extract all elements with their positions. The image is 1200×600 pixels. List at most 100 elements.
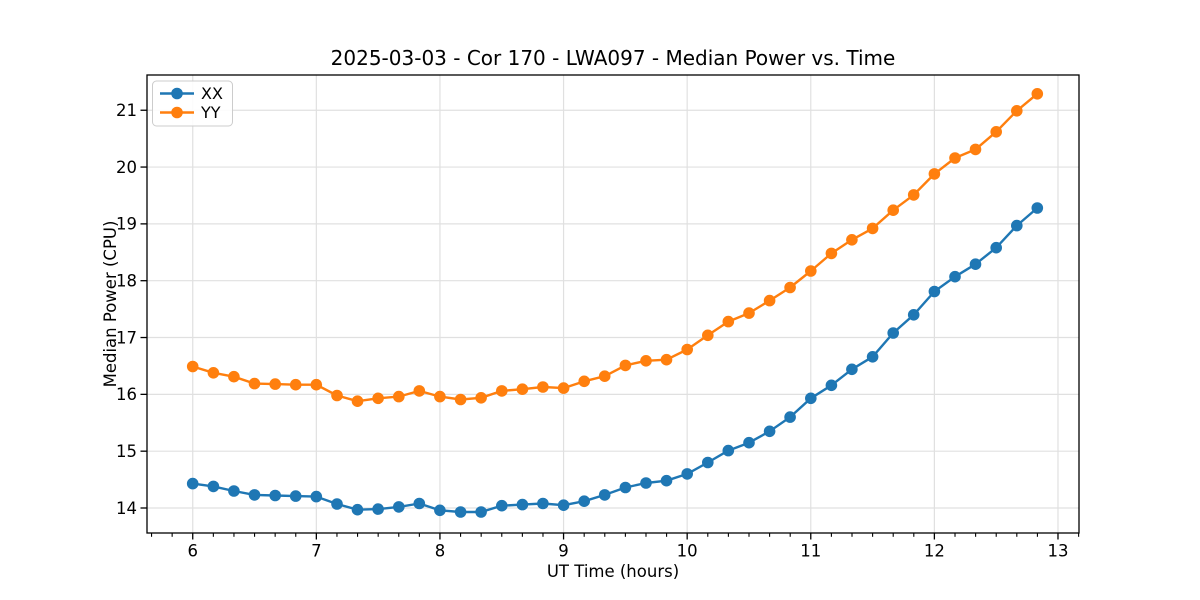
series-yy-marker <box>393 390 405 403</box>
series-xx-marker <box>722 444 735 457</box>
series-xx-marker <box>475 506 487 518</box>
series-yy-marker <box>784 281 796 294</box>
x-tick-label: 10 <box>677 542 698 561</box>
series-yy-marker <box>207 367 220 379</box>
series-yy-marker <box>186 360 199 373</box>
series-yy-marker <box>722 315 735 328</box>
series-yy-marker <box>825 247 838 260</box>
y-tick-label: 14 <box>116 499 137 518</box>
series-yy-marker <box>372 392 384 405</box>
x-tick-label: 11 <box>800 542 821 561</box>
series-xx-marker <box>310 490 323 503</box>
series-yy-marker <box>475 392 487 404</box>
series-xx-marker <box>186 477 199 490</box>
series-yy-marker <box>866 222 879 235</box>
series-yy-marker <box>434 390 446 403</box>
series-xx-marker <box>969 258 982 271</box>
series-yy-marker <box>887 204 899 216</box>
y-tick-label: 15 <box>116 442 137 461</box>
y-tick-label: 17 <box>116 328 137 347</box>
series-xx-marker <box>990 241 1002 254</box>
series-xx-marker <box>537 497 549 510</box>
plot-border <box>146 74 1080 534</box>
y-axis-label: Median Power (CPU) <box>101 221 120 388</box>
series-yy-marker <box>660 353 673 366</box>
series-xx-marker <box>372 503 384 515</box>
series-xx-marker <box>805 392 817 405</box>
series-yy-marker <box>413 385 426 397</box>
series-xx <box>186 202 1044 518</box>
series-xx-marker <box>949 270 961 283</box>
series-yy-marker <box>805 265 817 277</box>
series-yy-marker <box>351 395 364 408</box>
series-xx-marker <box>1011 219 1023 232</box>
series-yy-marker <box>269 378 282 390</box>
series-yy-marker <box>537 381 549 393</box>
legend-marker-icon <box>171 87 183 100</box>
series-xx-marker <box>702 456 714 469</box>
series-yy-marker <box>990 126 1002 138</box>
series-yy-marker <box>331 389 343 402</box>
series-xx-marker <box>269 489 282 502</box>
series-xx-marker <box>907 309 920 321</box>
series-yy-marker <box>743 307 755 319</box>
series-xx-marker <box>887 327 899 339</box>
series-yy-marker <box>598 370 611 383</box>
series-yy-marker <box>248 377 261 390</box>
series-xx-marker <box>248 489 261 501</box>
series-yy-marker <box>949 152 961 164</box>
series-xx-marker <box>846 363 858 376</box>
data-series <box>186 88 1044 518</box>
series-yy-marker <box>619 359 632 372</box>
series-yy-marker <box>289 378 302 391</box>
series-yy-marker <box>1031 88 1044 100</box>
series-xx-marker <box>331 498 343 510</box>
legend-item-yy: YY <box>160 103 221 122</box>
series-xx-marker <box>784 411 796 423</box>
series-yy-marker <box>454 393 467 406</box>
series-xx-marker <box>351 503 364 516</box>
series-yy-marker <box>907 189 920 201</box>
series-yy-marker <box>228 370 240 383</box>
series-yy-marker <box>928 168 941 180</box>
series-yy-marker <box>846 234 858 246</box>
x-tick-label: 9 <box>558 542 569 561</box>
series-xx-marker <box>434 504 446 517</box>
grid-lines <box>147 75 1079 533</box>
series-xx-marker <box>928 285 941 298</box>
series-yy-marker <box>763 294 776 307</box>
series-xx-marker <box>454 506 467 518</box>
y-tick-label: 16 <box>116 385 137 404</box>
axis-tick-labels: 6 7 8 9 10 11 12 13 14 15 16 17 18 19 20 21 <box>116 101 1068 560</box>
series-yy-marker <box>681 343 693 356</box>
series-xx-marker <box>228 485 240 497</box>
y-tick-label: 19 <box>116 215 137 234</box>
x-tick-label: 13 <box>1047 542 1068 561</box>
series-xx-marker <box>578 495 590 508</box>
series-xx-marker <box>289 490 302 502</box>
series-yy <box>186 88 1044 408</box>
legend-marker-icon <box>171 106 183 119</box>
y-tick-label: 20 <box>116 158 137 177</box>
x-tick-label: 8 <box>435 542 446 561</box>
series-xx-marker <box>598 489 611 501</box>
series-xx-line <box>192 207 1039 514</box>
chart-title: 2025-03-03 - Cor 170 - LWA097 - Median P… <box>331 46 896 70</box>
y-tick-label: 18 <box>116 272 137 291</box>
legend-label: XX <box>201 84 223 103</box>
x-axis-label: UT Time (hours) <box>547 562 679 581</box>
x-tick-label: 6 <box>187 542 198 561</box>
series-yy-marker <box>702 329 714 342</box>
series-yy-marker <box>516 383 529 396</box>
series-xx-marker <box>393 501 405 513</box>
x-tick-label: 12 <box>924 542 945 561</box>
series-yy-marker <box>969 143 982 156</box>
series-xx-marker <box>207 480 220 493</box>
series-yy-marker <box>640 355 652 367</box>
series-xx-marker <box>866 351 879 363</box>
series-xx-marker <box>743 436 755 449</box>
series-xx-marker <box>825 379 838 392</box>
